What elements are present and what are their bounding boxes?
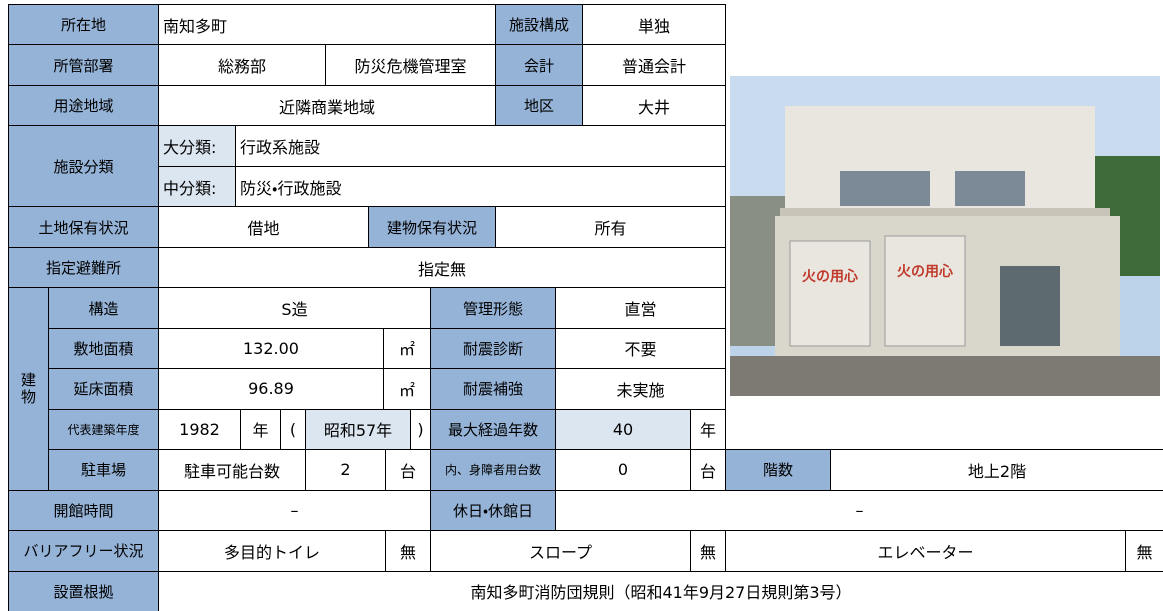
table-cell: 延床面積 [48,368,159,410]
table-cell: – [158,489,431,532]
table-cell: 総務部 [158,44,326,86]
table-cell: 設置根拠 [8,570,159,611]
table-cell: 中分類: [158,165,236,208]
table-cell: 最大経過年数 [430,408,556,451]
svg-text:火の用心: 火の用心 [897,263,953,280]
table-cell: ㎡ [383,368,431,410]
table-cell: 南知多町消防団規則（昭和41年9月27日規則第3号） [158,570,1163,611]
table-cell: S造 [158,287,431,329]
table-cell: 開館時間 [8,489,159,532]
table-cell: 会計 [495,44,583,86]
table-cell: – [555,489,1163,532]
table-cell: 大分類: [158,125,236,167]
table-cell: 132.00 [158,327,384,370]
table-cell: 土地保有状況 [8,206,159,248]
table-cell: 無 [385,530,431,572]
table-cell: 指定無 [158,246,726,289]
table-cell: 代表建築年度 [48,408,159,451]
table-cell: 96.89 [158,368,384,410]
table-cell: 建物 [8,287,49,491]
table-cell: ㎡ [383,327,431,370]
table-cell: 防災危機管理室 [325,44,496,86]
table-cell: 防災・行政施設 [235,165,726,208]
table-cell: 南知多町 [158,4,496,46]
table-cell: 敷地面積 [48,327,159,370]
svg-text:火の用心: 火の用心 [802,268,858,285]
table-cell: 年 [690,408,726,451]
table-cell: 借地 [158,206,369,248]
table-cell: 近隣商業地域 [158,84,496,127]
table-cell: 施設構成 [495,4,583,46]
table-cell: 耐震補強 [430,368,556,410]
table-cell: 多目的トイレ [158,530,386,572]
table-cell: 直営 [555,287,726,329]
table-cell: 無 [690,530,726,572]
table-cell: 地上2階 [830,449,1163,491]
table-cell: 駐車可能台数 [158,449,306,491]
table-cell: 0 [555,449,691,491]
table-cell: 地区 [495,84,583,127]
table-cell: 2 [305,449,386,491]
table-cell: 用途地域 [8,84,159,127]
table-cell: 管理形態 [430,287,556,329]
table-cell: 無 [1125,530,1163,572]
table-cell: スロープ [430,530,691,572]
table-cell: 耐震診断 [430,327,556,370]
table-cell: 台 [385,449,431,491]
table-cell: 40 [555,408,691,451]
table-cell: 休日・休館日 [430,489,556,532]
table-cell: 不要 [555,327,726,370]
table-cell: 普通会計 [582,44,726,86]
table-cell: 台 [690,449,726,491]
table-cell: 未実施 [555,368,726,410]
table-cell: 指定避難所 [8,246,159,289]
table-cell: 建物保有状況 [368,206,496,248]
table-cell: エレベーター [725,530,1126,572]
table-cell: ) [410,408,431,451]
table-cell: バリアフリー状況 [8,530,159,572]
table-cell: 大井 [582,84,726,127]
table-cell: 施設分類 [8,125,159,208]
table-cell: 駐車場 [48,449,159,491]
table-cell: ( [280,408,306,451]
table-cell: 内、身障者用台数 [430,449,556,491]
facility-photo: 火の用心 火の用心 [730,76,1160,396]
table-cell: 所管部署 [8,44,159,86]
table-cell: 昭和57年 [305,408,411,451]
table-cell: 階数 [725,449,831,491]
table-cell: 1982 [158,408,241,451]
table-cell: 構造 [48,287,159,329]
table-cell: 単独 [582,4,726,46]
table-cell: 年 [240,408,281,451]
table-cell: 行政系施設 [235,125,726,167]
table-cell: 所有 [495,206,726,248]
table-cell: 所在地 [8,4,159,46]
